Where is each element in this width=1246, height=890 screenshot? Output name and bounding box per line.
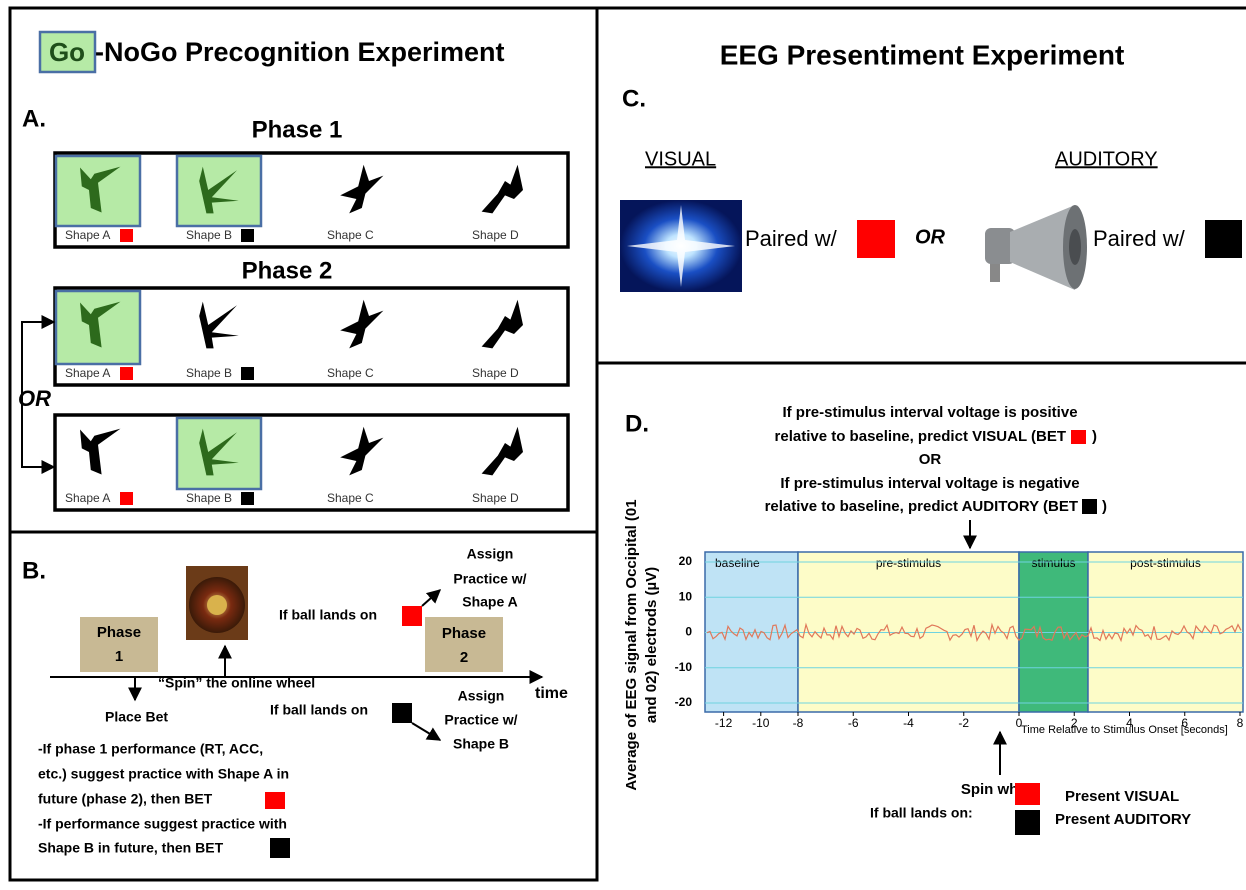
bet-square <box>120 229 133 242</box>
go-highlight <box>177 418 261 489</box>
shape-label: Shape B <box>186 228 232 242</box>
rule-text: OR <box>919 451 942 468</box>
assign-text: Shape B <box>453 736 509 752</box>
figure: Go -NoGo Precognition Experiment A. Phas… <box>0 0 1246 885</box>
shape-label: Shape C <box>327 366 374 380</box>
bullet-text: future (phase 2), then BET <box>38 791 213 807</box>
bet-square <box>241 492 254 505</box>
shape-label: Shape D <box>472 366 519 380</box>
go-highlight <box>177 156 261 226</box>
shape-label: Shape C <box>327 491 374 505</box>
rule-text: ) <box>1102 498 1107 515</box>
shape-label: Shape A <box>65 228 110 242</box>
red-square <box>265 792 285 809</box>
if-red: If ball lands on <box>279 607 377 623</box>
eeg-chart: baseline pre-stimulus stimulus post-stimulu… <box>675 552 1244 736</box>
phase-text: 1 <box>115 648 123 665</box>
red-square <box>857 220 895 258</box>
or: OR <box>915 226 946 248</box>
black-square <box>270 838 290 858</box>
assign-text: Assign <box>458 688 505 704</box>
assign-text: Assign <box>467 546 514 562</box>
title: -NoGo Precognition Experiment <box>95 37 505 67</box>
red-square <box>1071 430 1086 444</box>
speaker-image <box>985 205 1087 290</box>
shape-label: Shape D <box>472 228 519 242</box>
assign-text: Practice w/ <box>453 571 526 587</box>
shape-label: Shape B <box>186 366 232 380</box>
go-text: Go <box>49 37 85 67</box>
black-square <box>1205 220 1242 258</box>
legend-intro: If ball lands on: <box>870 805 973 821</box>
red-square <box>402 606 422 626</box>
x-tick-label: -10 <box>752 716 770 730</box>
shape-label: Shape C <box>327 228 374 242</box>
bet-square <box>241 367 254 380</box>
black-square <box>392 703 412 723</box>
y-tick-label: 0 <box>685 625 692 639</box>
region-label: stimulus <box>1031 556 1075 570</box>
rule-text: relative to baseline, predict VISUAL (BE… <box>775 428 1066 445</box>
assign-text: Practice w/ <box>444 712 517 728</box>
x-tick-label: -2 <box>958 716 969 730</box>
rule-text: ) <box>1092 428 1097 445</box>
y-tick-label: -20 <box>675 695 693 709</box>
assign-text: Shape A <box>462 594 518 610</box>
legend-text: Present VISUAL <box>1065 788 1179 805</box>
region-label: post-stimulus <box>1130 556 1201 570</box>
place-bet: Place Bet <box>105 709 168 725</box>
y-tick-label: 20 <box>679 554 693 568</box>
shape-label: Shape A <box>65 491 110 505</box>
region-label: baseline <box>715 556 760 570</box>
if-black: If ball lands on <box>270 702 368 718</box>
rule-text: If pre-stimulus interval voltage is nega… <box>780 475 1079 492</box>
panel-label: A. <box>22 105 46 132</box>
black-square <box>1015 810 1040 835</box>
phase-title: Phase 1 <box>252 116 343 143</box>
visual-label: VISUAL <box>645 148 716 170</box>
y-axis-label: Average of EEG signal from Occipital (01 <box>623 499 640 790</box>
roulette-hub <box>207 595 227 615</box>
bullet-text: -If phase 1 performance (RT, ACC, <box>38 741 263 757</box>
x-tick-label: -4 <box>903 716 914 730</box>
shape-label: Shape A <box>65 366 110 380</box>
y-axis-label: and 02) electrods (µV) <box>643 567 660 723</box>
bullet-text: -If performance suggest practice with <box>38 816 287 832</box>
paired-text: Paired w/ <box>745 226 838 251</box>
x-tick-label: 8 <box>1237 716 1244 730</box>
bullet-text: Shape B in future, then BET <box>38 840 224 856</box>
shape-label: Shape B <box>186 491 232 505</box>
phase-text: Phase <box>97 624 141 641</box>
shape-label: Shape D <box>472 491 519 505</box>
bet-square <box>120 367 133 380</box>
spin-text: “Spin” the online wheel <box>158 675 315 691</box>
x-tick-label: -6 <box>848 716 859 730</box>
x-tick-label: -12 <box>715 716 733 730</box>
time-label: time <box>535 685 568 702</box>
y-tick-label: 10 <box>679 589 693 603</box>
panel-label: B. <box>22 557 46 584</box>
region-label: pre-stimulus <box>876 556 941 570</box>
panel-label: D. <box>625 410 649 437</box>
arrow <box>422 590 440 606</box>
panel-label: C. <box>622 85 646 112</box>
phase-text: 2 <box>460 649 468 666</box>
y-tick-label: -10 <box>675 660 693 674</box>
red-square <box>1015 783 1040 805</box>
x-tick-label: -8 <box>793 716 804 730</box>
bullet-text: etc.) suggest practice with Shape A in <box>38 766 289 782</box>
bet-square <box>241 229 254 242</box>
legend-text: Present AUDITORY <box>1055 811 1191 828</box>
phase-text: Phase <box>442 625 486 642</box>
rule-text: If pre-stimulus interval voltage is posi… <box>782 404 1077 421</box>
phase-title: Phase 2 <box>242 257 333 284</box>
black-square <box>1082 499 1097 514</box>
bet-square <box>120 492 133 505</box>
auditory-label: AUDITORY <box>1055 148 1158 170</box>
arrow <box>412 723 440 740</box>
x-axis-label: Time Relative to Stimulus Onset [seconds… <box>1021 724 1228 736</box>
paired-text: Paired w/ <box>1093 226 1186 251</box>
rule-text: relative to baseline, predict AUDITORY (… <box>765 498 1078 515</box>
title: EEG Presentiment Experiment <box>720 39 1125 70</box>
